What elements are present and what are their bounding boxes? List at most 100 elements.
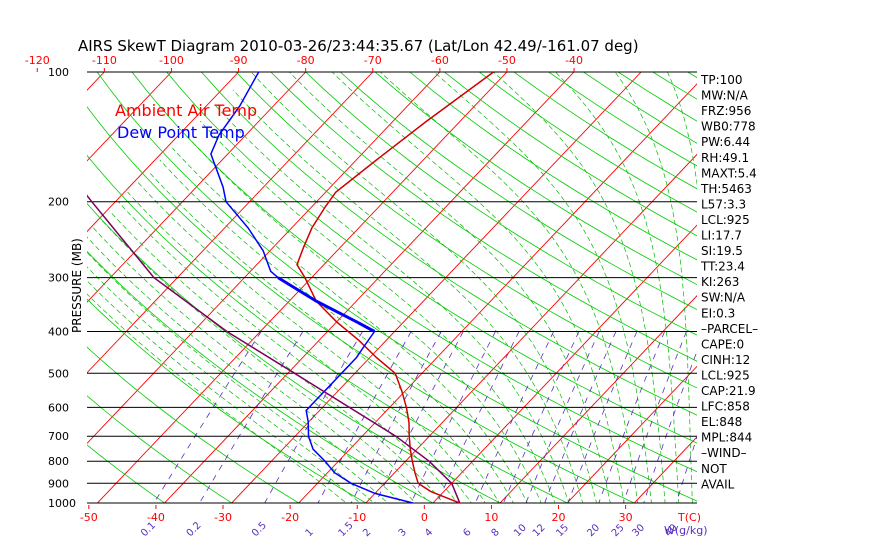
- profile-lines: [87, 72, 494, 503]
- top-temp-tick-label: -50: [498, 54, 516, 67]
- dew-point-temp-line: [210, 72, 414, 503]
- moist-adiabat-line: [331, 72, 625, 503]
- moist-adiabat-line: [87, 266, 375, 503]
- moist-adiabat-line: [87, 236, 403, 503]
- mixing-ratio-line: [567, 331, 638, 503]
- mixing-ratio-line: [317, 331, 412, 503]
- stat-label: EL:848: [701, 415, 742, 429]
- top-temp-tick-label: -80: [297, 54, 315, 67]
- grid-layer: [87, 72, 697, 503]
- stat-label: LI:17.7: [701, 229, 742, 243]
- bottom-temp-tick-label: -50: [80, 511, 98, 524]
- dry-adiabat-line: [235, 72, 697, 389]
- mixing-ratio-unit-label: W(g/kg): [664, 524, 708, 537]
- isotherm-line: [633, 436, 697, 503]
- mixing-ratio-line: [503, 331, 580, 503]
- top-temp-tick-label: -110: [92, 54, 117, 67]
- bottom-temp-tick-label: -40: [147, 511, 165, 524]
- stat-label: TP:100: [700, 73, 743, 87]
- mixing-ratio-line: [264, 331, 363, 503]
- bottom-temp-tick-label: -10: [348, 511, 366, 524]
- moist-adiabat-line: [250, 72, 597, 503]
- top-temp-tick-label: -40: [565, 54, 583, 67]
- isotherm-line: [163, 72, 575, 503]
- stat-label: RH:49.1: [701, 151, 749, 165]
- top-temp-tick-label: -60: [431, 54, 449, 67]
- mixing-ratio-line: [643, 350, 697, 503]
- temperature-unit-label: T(C): [677, 511, 701, 524]
- moist-adiabat-line: [215, 105, 570, 503]
- bottom-temp-tick-label: 10: [484, 511, 498, 524]
- dry-adiabat-line: [340, 72, 697, 311]
- stat-label: MPL:844: [701, 431, 752, 445]
- dry-adiabat-line: [305, 72, 697, 336]
- stat-label: KI:263: [701, 275, 739, 289]
- top-temp-tick-label: -100: [159, 54, 184, 67]
- mixing-ratio-line: [474, 331, 554, 503]
- dry-adiabat-line: [374, 72, 697, 285]
- dry-adiabat-line: [270, 72, 697, 362]
- moist-adiabat-line: [379, 72, 639, 503]
- stat-label: LFC:858: [701, 400, 750, 414]
- moist-adiabat-line: [109, 210, 445, 503]
- stat-label: TH:5463: [700, 182, 752, 196]
- isotherm-line: [298, 83, 697, 503]
- pressure-tick-label: 200: [48, 196, 69, 209]
- mixing-ratio-line: [622, 331, 687, 503]
- isotherm-line: [231, 72, 642, 503]
- stat-label: AVAIL: [701, 477, 735, 491]
- stat-label: TT:23.4: [700, 260, 745, 274]
- bottom-temp-tick-label: -20: [281, 511, 299, 524]
- moist-adiabat-line: [137, 181, 486, 503]
- pressure-tick-label: 800: [48, 455, 69, 468]
- isotherm-line: [96, 72, 508, 503]
- moist-adiabat-line: [493, 72, 666, 503]
- isobar-lines: [87, 71, 697, 504]
- bottom-temp-tick-label: 20: [552, 511, 566, 524]
- bottom-temp-tick-label: -30: [214, 511, 232, 524]
- moist-adiabat-line: [127, 191, 472, 503]
- isotherm-line: [87, 72, 441, 445]
- isotherm-line: [87, 72, 239, 233]
- y-axis-label: PRESSURE (MB): [70, 238, 84, 333]
- dry-adiabat-line: [87, 250, 434, 503]
- stat-label: –WIND–: [701, 446, 747, 460]
- dew-point-thick-segment: [277, 276, 376, 333]
- isotherm-line: [87, 72, 307, 303]
- mixing-ratio-line: [436, 331, 520, 503]
- moist-adiabat-line: [100, 219, 431, 503]
- stat-label: CAP:21.9: [701, 384, 756, 398]
- ambient-air-temp-line: [296, 72, 494, 503]
- pressure-tick-label: 100: [48, 66, 69, 79]
- isotherm-line: [499, 295, 697, 503]
- isotherm-line: [87, 72, 172, 162]
- dry-adiabat-line: [87, 444, 166, 503]
- bottom-temp-tick-label: 0: [421, 511, 428, 524]
- bottom-temp-tick-label: 30: [619, 511, 633, 524]
- pressure-tick-label: 700: [48, 430, 69, 443]
- stat-label: LCL:925: [701, 368, 750, 382]
- pressure-tick-label: 500: [48, 367, 69, 380]
- parcel-virtual-temp-line: [87, 194, 461, 503]
- moist-adiabat-line: [289, 72, 611, 503]
- stat-label: LCL:925: [701, 213, 750, 227]
- pressure-tick-label: 1000: [48, 497, 76, 510]
- stat-label: CINH:12: [701, 353, 750, 367]
- stat-label: PW:6.44: [701, 135, 750, 149]
- stat-label: L57:3.3: [701, 197, 746, 211]
- moist-adiabat-line: [93, 227, 417, 503]
- dry-adiabat-line: [96, 72, 697, 502]
- pressure-tick-label: 600: [48, 401, 69, 414]
- mixing-ratio-line: [544, 331, 617, 503]
- legend-ambient-air-temp: Ambient Air Temp: [115, 101, 257, 120]
- dry-adiabat-line: [409, 72, 697, 261]
- pressure-tick-label: 400: [48, 325, 69, 338]
- moist-adiabat-line: [614, 72, 693, 503]
- isotherm-line: [432, 224, 697, 503]
- mixing-ratio-line: [598, 331, 665, 503]
- dry-adiabat-line: [201, 72, 697, 416]
- stat-label: NOT: [701, 462, 727, 476]
- stat-label: WB0:778: [701, 120, 756, 134]
